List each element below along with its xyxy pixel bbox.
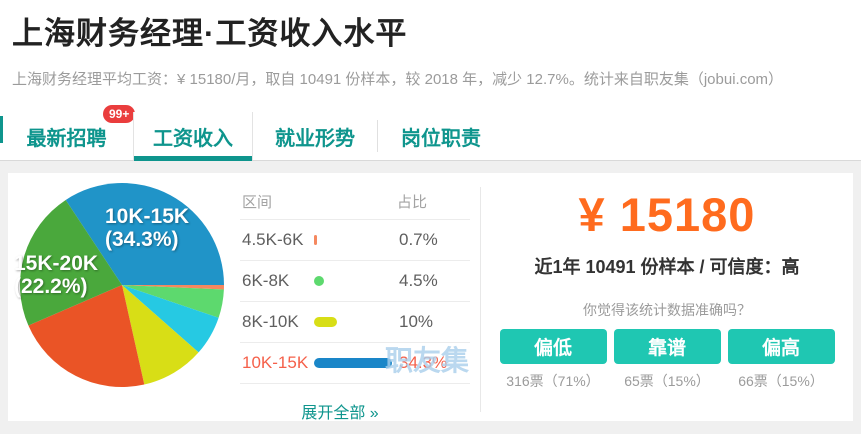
column-header-range: 区间 [242,193,273,211]
share-value: 10% [399,312,434,331]
pie-svg [19,182,224,388]
page-title: 上海财务经理·工资收入水平 [12,16,408,51]
table-row-10k-15k[interactable]: 10K-15K 34.3% [240,343,470,384]
tab-latest-jobs[interactable]: 最新招聘 99+ [0,105,136,160]
pie-slice-4.5K-6K[interactable] [122,284,224,290]
share-value: 4.5% [399,271,438,290]
vote-accurate-count: 65票（15%） [624,373,710,389]
pie-slice-10K-15K[interactable] [65,182,224,285]
tab-job-duties-label: 岗位职责 [401,127,481,150]
panel-divider [480,187,481,412]
tab-employment-trend-label: 就业形势 [275,127,355,150]
tab-salary-income-active[interactable]: 工资收入 [133,112,253,161]
share-bar [314,317,337,327]
page-subtitle: 上海财务经理平均工资：¥ 15180/月，取自 10491 份样本，较 2018… [12,71,784,88]
salary-content-card: 10K-15K (34.3%) 15K-20K (22.2%) 区间 占比 4.… [8,173,853,423]
pie-slice-8K-10K[interactable] [122,285,199,385]
share-bar [314,235,317,245]
pie-label-percent: (22.2%) [14,274,88,298]
average-salary-value: ¥ 15180 [578,188,756,241]
pie-slice-unlabeled[interactable] [122,285,219,353]
vote-counts-row: 316票（71%） 65票（15%） 66票（15%） [481,371,853,391]
tab-bar: 最新招聘 99+ 工资收入 就业形势 岗位职责 [0,105,861,161]
table-row-8k-10k[interactable]: 8K-10K 10% [240,302,470,343]
expand-all-link[interactable]: 展开全部 » [301,405,379,422]
share-value: 34.3% [399,353,448,372]
share-value: 0.7% [399,230,438,249]
share-bar [314,358,392,368]
active-tab-underline [134,156,252,161]
vote-accurate-button[interactable]: 靠谱 [613,329,721,364]
tab-latest-jobs-label: 最新招聘 [26,127,107,150]
tab-employment-trend[interactable]: 就业形势 [253,112,377,160]
pie-label-10k-15k: 10K-15K (34.3%) [105,205,190,251]
range-label: 4.5K-6K [242,230,304,249]
range-label: 10K-15K [242,353,309,372]
sample-info: 近1年 10491 份样本 / 可信度：高 [534,257,800,277]
vote-buttons-row: 偏低 靠谱 偏高 [481,329,853,364]
range-label: 8K-10K [242,312,299,331]
pie-label-range: 10K-15K [105,205,190,228]
table-header-row: 区间 占比 [240,183,470,220]
pie-label-range: 15K-20K [14,252,99,275]
share-bar [314,276,324,286]
tab-divider [377,120,378,152]
tab-job-duties[interactable]: 岗位职责 [378,112,504,160]
new-jobs-count-badge: 99+ [103,105,136,123]
tab-salary-income-label: 工资收入 [153,127,233,150]
salary-distribution-pie-chart: 10K-15K (34.3%) 15K-20K (22.2%) [14,182,225,388]
pie-label-15k-20k: 15K-20K (22.2%) [14,252,99,298]
pie-slice-6K-8K[interactable] [122,285,224,318]
vote-low-button[interactable]: 偏低 [499,329,607,364]
tab-bar-left-accent [0,116,3,143]
page-header: 上海财务经理·工资收入水平 上海财务经理平均工资：¥ 15180/月，取自 10… [0,0,861,161]
column-header-share: 占比 [397,193,428,211]
salary-summary-panel: ¥ 15180 近1年 10491 份样本 / 可信度：高 你觉得该统计数据准确… [481,173,853,421]
accuracy-question: 你觉得该统计数据准确吗？ [583,302,751,318]
vote-high-button[interactable]: 偏高 [727,329,835,364]
salary-distribution-table: 区间 占比 4.5K-6K 0.7% 6K-8K 4.5% 8K-10K 10%… [240,183,470,423]
table-row-6k-8k[interactable]: 6K-8K 4.5% [240,261,470,302]
pie-label-percent: (34.3%) [105,227,179,251]
table-row-4-5k-6k[interactable]: 4.5K-6K 0.7% [240,220,470,261]
pie-slice-unlabeled[interactable] [28,285,145,388]
range-label: 6K-8K [242,271,290,290]
vote-high-count: 66票（15%） [738,373,824,389]
pie-slice-15K-20K[interactable] [19,199,122,326]
vote-low-count: 316票（71%） [506,373,600,389]
